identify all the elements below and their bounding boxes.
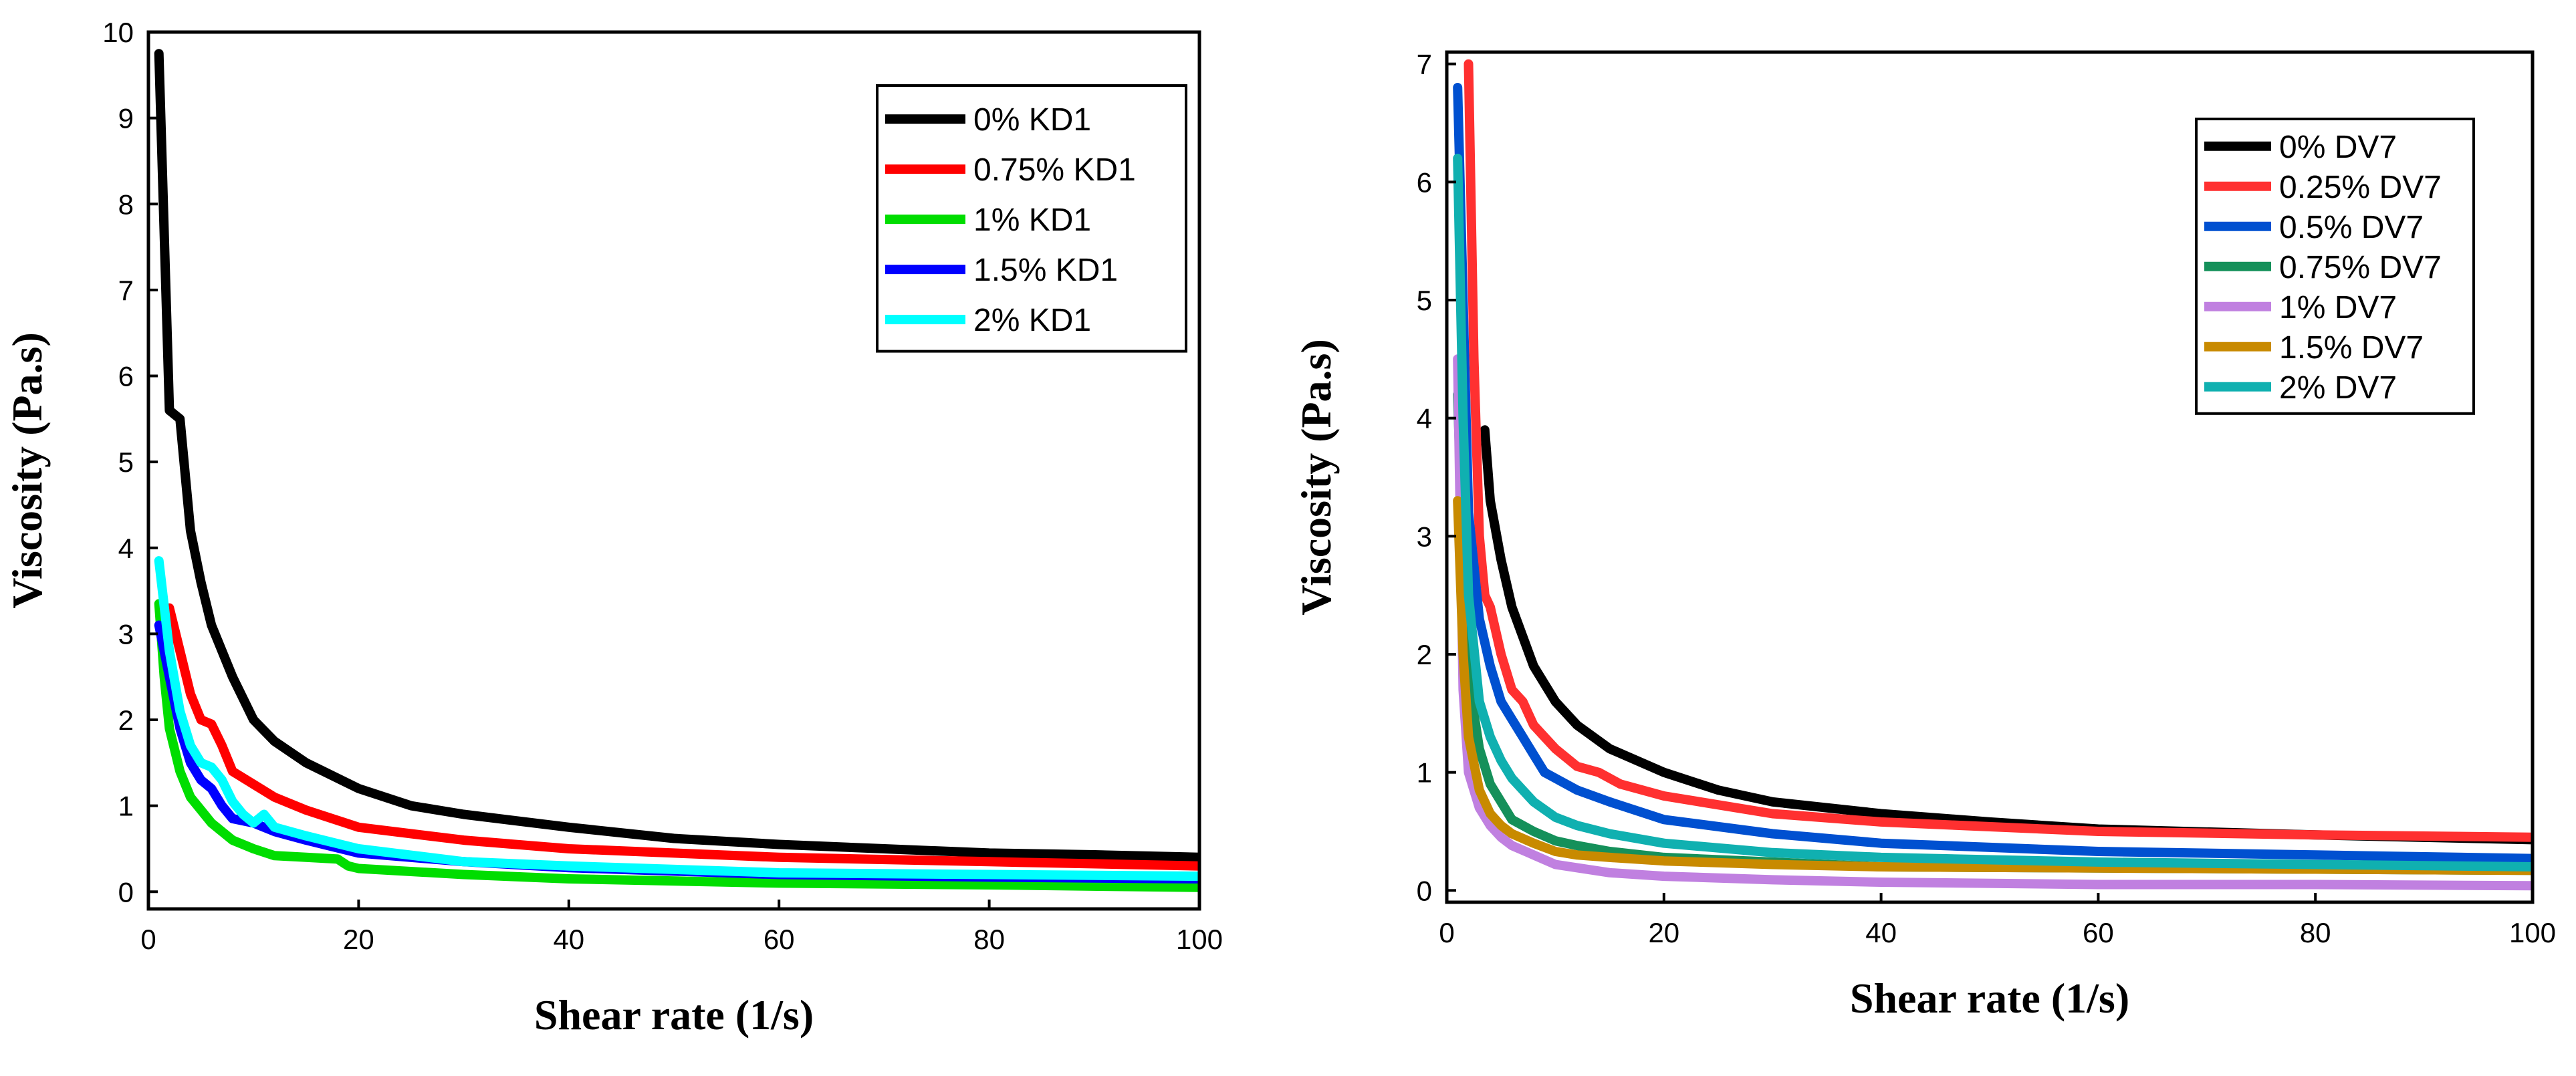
- x-axis-title: Shear rate (1/s): [534, 991, 814, 1039]
- series-line-1-kd1: [154, 599, 1199, 892]
- series-line-1-dv7: [1453, 354, 2533, 891]
- legend-label: 1.5% DV7: [2279, 330, 2424, 366]
- chart-panel-1: 0 20 40 60 80 100 0 1 2 3 4 5 6 7 8 9 10 Shear rate (1/s)…: [3, 17, 1223, 1039]
- legend-label: 0.75% DV7: [2279, 250, 2442, 285]
- legend-label: 1% KD1: [973, 203, 1091, 238]
- y-tick-label: 5: [118, 446, 134, 478]
- x-tick-label: 40: [553, 924, 584, 955]
- y-axis-title: Viscosity (Pa.s): [3, 332, 51, 609]
- x-tick-label: 40: [1865, 917, 1897, 948]
- x-tick-label: 0: [1439, 917, 1454, 948]
- x-tick-label: 0: [140, 924, 156, 955]
- y-tick-label: 1: [118, 791, 134, 822]
- y-tick-label: 4: [118, 533, 134, 564]
- legend-label: 2% DV7: [2279, 370, 2397, 406]
- y-tick-label: 7: [118, 275, 134, 306]
- y-tick-label: 6: [1417, 166, 1432, 198]
- legend-label: 1.5% KD1: [973, 253, 1118, 288]
- x-tick-label: 100: [2509, 917, 2556, 948]
- y-tick-label: 4: [1417, 403, 1432, 434]
- series-line-1-5-dv7: [1453, 496, 2533, 876]
- series-line-0-25-dv7: [1463, 59, 2533, 842]
- y-tick-label: 0: [118, 876, 134, 908]
- y-tick-label: 5: [1417, 285, 1432, 316]
- x-tick-label: 60: [2083, 917, 2114, 948]
- y-tick-label: 10: [102, 17, 134, 48]
- legend-label: 0.25% DV7: [2279, 170, 2442, 205]
- legend: 0% KD1 0.75% KD1 1% KD1 1.5% KD1 2% KD1: [876, 84, 1187, 353]
- y-tick-label: 1: [1417, 757, 1432, 789]
- x-tick-label: 80: [2300, 917, 2331, 948]
- plot-frame: [1445, 50, 2535, 904]
- y-axis-title: Viscosity (Pa.s): [1292, 339, 1340, 616]
- y-tick-label: 7: [1417, 49, 1432, 80]
- y-tick-label: 2: [118, 704, 134, 736]
- series-line-2-kd1: [154, 556, 1199, 882]
- y-tick-label: 3: [1417, 521, 1432, 552]
- series-line-0-5-dv7: [1453, 83, 2533, 863]
- legend-label: 0.5% DV7: [2279, 210, 2424, 245]
- series-line-0-75-dv7: [1453, 390, 2533, 876]
- x-tick-label: 80: [973, 924, 1005, 955]
- series-line-0-dv7: [1480, 425, 2533, 845]
- legend-label: 0.75% KD1: [973, 152, 1136, 188]
- x-tick-label: 20: [1648, 917, 1679, 948]
- y-tick-label: 3: [118, 618, 134, 650]
- y-tick-label: 8: [118, 188, 134, 220]
- x-tick-label: 100: [1176, 924, 1223, 955]
- legend-label: 0% KD1: [973, 102, 1091, 138]
- y-tick-label: 9: [118, 103, 134, 134]
- y-tick-label: 0: [1417, 875, 1432, 906]
- x-tick-label: 20: [343, 924, 374, 955]
- legend-label: 2% KD1: [973, 303, 1091, 338]
- chart-panel-2: 0 20 40 60 80 100 0 1 2 3 4 5 6 7 Shear rate (1/s) Visc…: [1292, 49, 2556, 1022]
- plot-frame: [146, 30, 1201, 911]
- series-line-2-dv7: [1453, 154, 2533, 871]
- x-tick-label: 60: [764, 924, 795, 955]
- y-tick-label: 6: [118, 361, 134, 392]
- legend-label: 0% DV7: [2279, 130, 2397, 165]
- x-axis-title: Shear rate (1/s): [1850, 974, 2129, 1022]
- legend-label: 1% DV7: [2279, 290, 2397, 325]
- legend: 0% DV7 0.25% DV7 0.5% DV7 0.75% DV7 1% DV7 1.…: [2195, 118, 2475, 415]
- y-tick-label: 2: [1417, 639, 1432, 670]
- series-line-0-75-kd1: [164, 603, 1199, 871]
- series-line-0-kd1: [154, 49, 1199, 862]
